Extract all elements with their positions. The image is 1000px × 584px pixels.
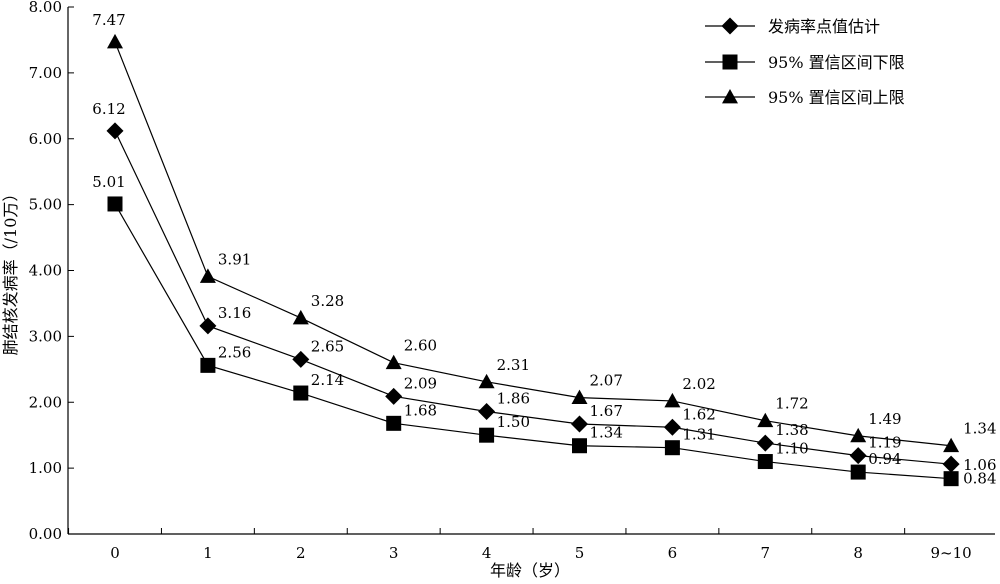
diamond-marker	[385, 387, 403, 405]
data-label: 0.84	[963, 470, 996, 488]
square-marker	[293, 385, 309, 401]
triangle-marker	[478, 373, 495, 389]
diamond-marker	[571, 415, 588, 433]
x-axis-title: 年龄（岁）	[490, 561, 570, 580]
square-marker	[107, 196, 123, 212]
triangle-marker	[943, 437, 960, 453]
y-tick-label: 2.00	[29, 393, 62, 411]
data-label: 1.34	[963, 420, 996, 438]
x-tick-label: 6	[668, 544, 678, 562]
data-label: 6.12	[92, 100, 125, 118]
triangle-marker	[107, 33, 123, 49]
diamond-marker	[199, 317, 217, 335]
x-tick-label: 4	[482, 544, 492, 562]
x-tick-label: 2	[296, 544, 306, 562]
square-marker	[479, 427, 495, 443]
triangle-marker	[571, 389, 588, 405]
x-tick-label: 0	[110, 544, 120, 562]
data-label: 2.09	[404, 374, 437, 392]
x-tick-label: 1	[203, 544, 213, 562]
legend-diamond-marker	[721, 17, 739, 35]
data-label: 2.14	[311, 371, 344, 389]
legend: 发病率点值估计 95% 置信区间下限 95% 置信区间上限	[705, 17, 905, 107]
square-marker	[850, 464, 866, 480]
data-label: 3.16	[218, 304, 251, 322]
square-marker	[943, 471, 959, 487]
triangle-marker	[199, 268, 216, 283]
triangle-marker	[757, 412, 774, 428]
data-label: 1.72	[775, 395, 808, 413]
legend-triangle-marker	[722, 89, 738, 104]
diamond-marker	[106, 122, 124, 140]
data-label: 1.68	[404, 401, 437, 419]
data-label: 1.67	[590, 402, 623, 420]
legend-entry-label: 发病率点值估计	[768, 17, 880, 36]
series-line-square	[114, 203, 952, 480]
data-label: 7.47	[92, 11, 125, 29]
square-marker	[757, 454, 773, 470]
data-label: 2.65	[311, 337, 344, 355]
legend-square-marker	[722, 54, 738, 70]
y-tick-label: 1.00	[29, 459, 62, 477]
diamond-marker	[849, 447, 867, 465]
triangle-marker	[850, 427, 867, 443]
triangle-marker	[664, 392, 681, 408]
diamond-marker	[292, 350, 310, 368]
y-tick-label: 5.00	[29, 196, 62, 214]
square-marker	[572, 438, 587, 454]
data-label: 1.38	[775, 421, 808, 439]
data-label: 5.01	[92, 173, 125, 191]
y-tick-label: 4.00	[29, 262, 62, 280]
data-labels: 6.12 3.16 2.65 2.09 1.86 1.67 1.62 1.38 1.19 1.06…	[92, 11, 996, 488]
x-tick-label: 8	[853, 544, 863, 562]
series-line-triangle	[114, 41, 952, 447]
legend-entry-label: 95% 置信区间下限	[768, 53, 905, 72]
data-label: 1.19	[868, 434, 901, 452]
data-label: 1.10	[775, 440, 808, 458]
data-label: 1.06	[963, 456, 996, 474]
triangle-marker	[385, 354, 402, 370]
y-tick-label: 7.00	[29, 64, 62, 82]
y-tick-label: 3.00	[29, 327, 62, 345]
data-label: 1.49	[868, 410, 901, 428]
diamond-marker	[942, 455, 960, 473]
x-tick-label: 5	[575, 544, 585, 562]
x-tick-label: 3	[389, 544, 399, 562]
data-label: 1.62	[682, 405, 715, 423]
data-label: 2.31	[497, 356, 530, 374]
y-axis-title: 肺结核发病率（/10万）	[1, 186, 20, 356]
square-marker	[200, 357, 216, 373]
diamond-marker	[756, 434, 774, 452]
data-label: 2.60	[404, 337, 437, 355]
series-lines	[114, 41, 952, 480]
y-tick-label: 6.00	[29, 130, 62, 148]
diamond-marker	[478, 402, 496, 420]
data-label: 3.28	[311, 292, 344, 310]
y-tick-label: 0.00	[29, 525, 62, 543]
diamond-marker	[663, 418, 681, 436]
data-label: 1.50	[497, 413, 530, 431]
data-label: 1.34	[590, 424, 623, 442]
data-label: 2.07	[590, 372, 623, 390]
data-label: 1.31	[682, 426, 715, 444]
square-marker	[386, 415, 402, 431]
data-label: 2.56	[218, 343, 251, 361]
x-tick-label: 9~10	[930, 544, 971, 562]
data-label: 3.91	[218, 250, 251, 268]
series-line-diamond	[114, 130, 952, 465]
y-tick-label: 8.00	[29, 0, 62, 16]
legend-entry-label: 95% 置信区间上限	[768, 88, 905, 107]
data-label: 1.86	[497, 389, 530, 407]
square-marker	[664, 440, 680, 456]
data-label: 0.94	[868, 450, 901, 468]
series-markers	[106, 33, 960, 487]
x-tick-label: 7	[761, 544, 771, 562]
data-label: 2.02	[682, 375, 715, 393]
triangle-marker	[292, 309, 309, 325]
